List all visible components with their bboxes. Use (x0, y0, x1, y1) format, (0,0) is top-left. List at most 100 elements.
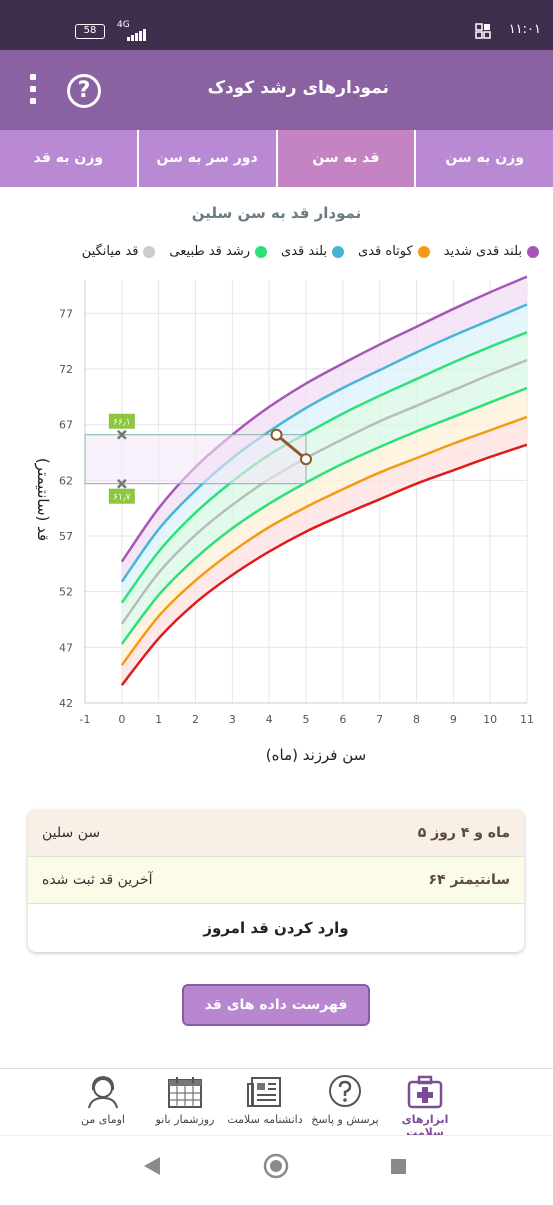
age-label: سن سلین (42, 825, 101, 841)
x-tick-label: 2 (192, 713, 199, 726)
y-tick-label: 67 (59, 419, 73, 432)
legend-label: بلند قدی شدید (443, 244, 522, 259)
system-navigation (0, 1135, 553, 1200)
legend-label: قد میانگین (81, 244, 139, 259)
tab-weight-for-age[interactable]: وزن به سن (414, 130, 553, 187)
question-bubble-icon (304, 1074, 386, 1110)
legend-dot (417, 245, 430, 258)
series-line (120, 443, 528, 686)
x-tick-label: -1 (80, 713, 91, 726)
range-label: ۶۱٫۷ (113, 493, 131, 503)
woman-avatar-icon (62, 1074, 144, 1110)
height-data-list-button[interactable]: فهرست داده های قد سلین (182, 984, 370, 1051)
series-line (120, 331, 528, 604)
y-axis-title: قد (سانتیمتر) (34, 458, 52, 541)
chart-tabs: وزن به سن قد به سن دور سر به سن وزن به ق… (0, 130, 553, 187)
x-tick-label: 9 (450, 713, 457, 726)
legend-label: کوتاه قدی (358, 244, 413, 259)
x-tick-label: 5 (303, 713, 310, 726)
x-tick-label: 4 (266, 713, 273, 726)
network-type: 4G (117, 20, 130, 30)
series-line (120, 386, 528, 645)
x-axis-title: سن فرزند (ماه) (266, 746, 366, 764)
legend-dot (143, 245, 156, 258)
status-bar: 58 4G ۱۱:۰۱ (0, 0, 553, 50)
legend-item[interactable]: قد میانگین (82, 244, 156, 259)
page-title: نمودارهای رشد کودک (207, 78, 389, 98)
y-tick-label: 42 (59, 697, 73, 710)
percentile-band (121, 304, 527, 603)
series-line (120, 415, 528, 666)
nav-label: روزشمار بانو (155, 1113, 215, 1126)
x-tick-label: 3 (229, 713, 236, 726)
recents-icon[interactable] (391, 1159, 406, 1174)
range-label-box (108, 488, 135, 504)
legend-dot (255, 245, 268, 258)
last-height-row: آخرین قد ثبت شده ۶۴ سانتیمتر (28, 857, 524, 904)
x-tick-label: 8 (413, 713, 420, 726)
legend-item[interactable]: رشد قد طبیعی (169, 244, 268, 259)
nav-label: پرسش و پاسخ (311, 1113, 379, 1126)
legend-item[interactable]: بلند قدی شدید (444, 244, 539, 259)
tab-head-for-age[interactable]: دور سر به سن (136, 130, 276, 187)
bottom-navigation: ابزارهای سلامت پرسش و پاسخ دانشنامه سلام… (0, 1068, 553, 1139)
info-card: سن سلین ۵ ماه و ۴ روز آخرین قد ثبت شده ۶… (28, 810, 524, 952)
x-tick-label: 11 (520, 713, 534, 726)
last-height-value: ۶۴ سانتیمتر (428, 872, 511, 888)
nav-label: اومای من (81, 1113, 125, 1126)
nav-label: دانشنامه سلامت (227, 1113, 303, 1126)
chart-title: نمودار قد به سن سلین (191, 204, 362, 222)
tab-weight-for-height[interactable]: وزن به قد (33, 150, 104, 166)
legend-item[interactable]: کوتاه قدی (358, 244, 430, 259)
enter-today-height-button[interactable]: وارد کردن قد امروز (203, 919, 349, 937)
x-tick-label: 10 (483, 713, 497, 726)
help-icon[interactable]: ? (67, 74, 101, 108)
legend-dot (332, 245, 345, 258)
age-value: ۵ ماه و ۴ روز (417, 825, 510, 841)
home-icon[interactable] (263, 1153, 289, 1179)
x-tick-label: 1 (155, 713, 162, 726)
medical-kit-icon (384, 1074, 466, 1110)
legend-item[interactable]: بلند قدی (281, 244, 345, 259)
y-tick-label: 57 (59, 530, 73, 543)
y-tick-label: 77 (59, 307, 73, 320)
notification-icon (475, 23, 491, 43)
range-label: ۶۶٫۱ (113, 418, 130, 428)
child-data-point (270, 428, 283, 441)
nav-my-profile[interactable]: اومای من (62, 1074, 144, 1126)
range-marker (116, 478, 127, 489)
y-tick-label: 72 (59, 363, 73, 376)
y-tick-label: 47 (59, 641, 73, 654)
last-height-label: آخرین قد ثبت شده (42, 872, 153, 888)
child-growth-line (275, 433, 307, 461)
legend-dot (527, 245, 539, 258)
newspaper-icon (224, 1074, 306, 1110)
range-marker (116, 429, 127, 440)
range-label-box (108, 413, 135, 429)
x-tick-label: 7 (376, 713, 383, 726)
legend-label: بلند قدی (281, 244, 328, 259)
calendar-icon (144, 1074, 226, 1110)
tab-height-for-age[interactable]: قد به سن (275, 130, 415, 187)
y-tick-label: 52 (59, 586, 73, 599)
child-data-point (300, 453, 312, 466)
height-for-age-chart: -1 0 1 2 3 4 5 6 7 8 9 10 114247525762677277۶۶٫۱۶۱٫۷… (34, 275, 534, 764)
percentile-band (121, 276, 527, 582)
back-icon[interactable] (144, 1157, 160, 1175)
y-tick-label: 62 (59, 474, 73, 487)
chart-legend: بلند قدی شدید کوتاه قدی بلند قدی رشد قد … (82, 244, 539, 259)
series-line (120, 358, 528, 625)
nav-questions[interactable]: پرسش و پاسخ (304, 1074, 386, 1126)
nav-health-tools[interactable]: ابزارهای سلامت (384, 1074, 466, 1139)
more-menu-icon[interactable] (30, 74, 38, 110)
x-tick-label: 0 (118, 713, 125, 726)
clock: ۱۱:۰۱ (508, 22, 541, 37)
app-bar: ? نمودارهای رشد کودک (0, 50, 553, 130)
range-box (84, 434, 307, 485)
nav-calendar[interactable]: روزشمار بانو (144, 1074, 226, 1126)
percentile-band (121, 360, 527, 645)
x-tick-label: 6 (339, 713, 346, 726)
battery-icon: 58 (75, 24, 105, 39)
percentile-band (121, 332, 527, 624)
nav-encyclopedia[interactable]: دانشنامه سلامت (224, 1074, 306, 1126)
